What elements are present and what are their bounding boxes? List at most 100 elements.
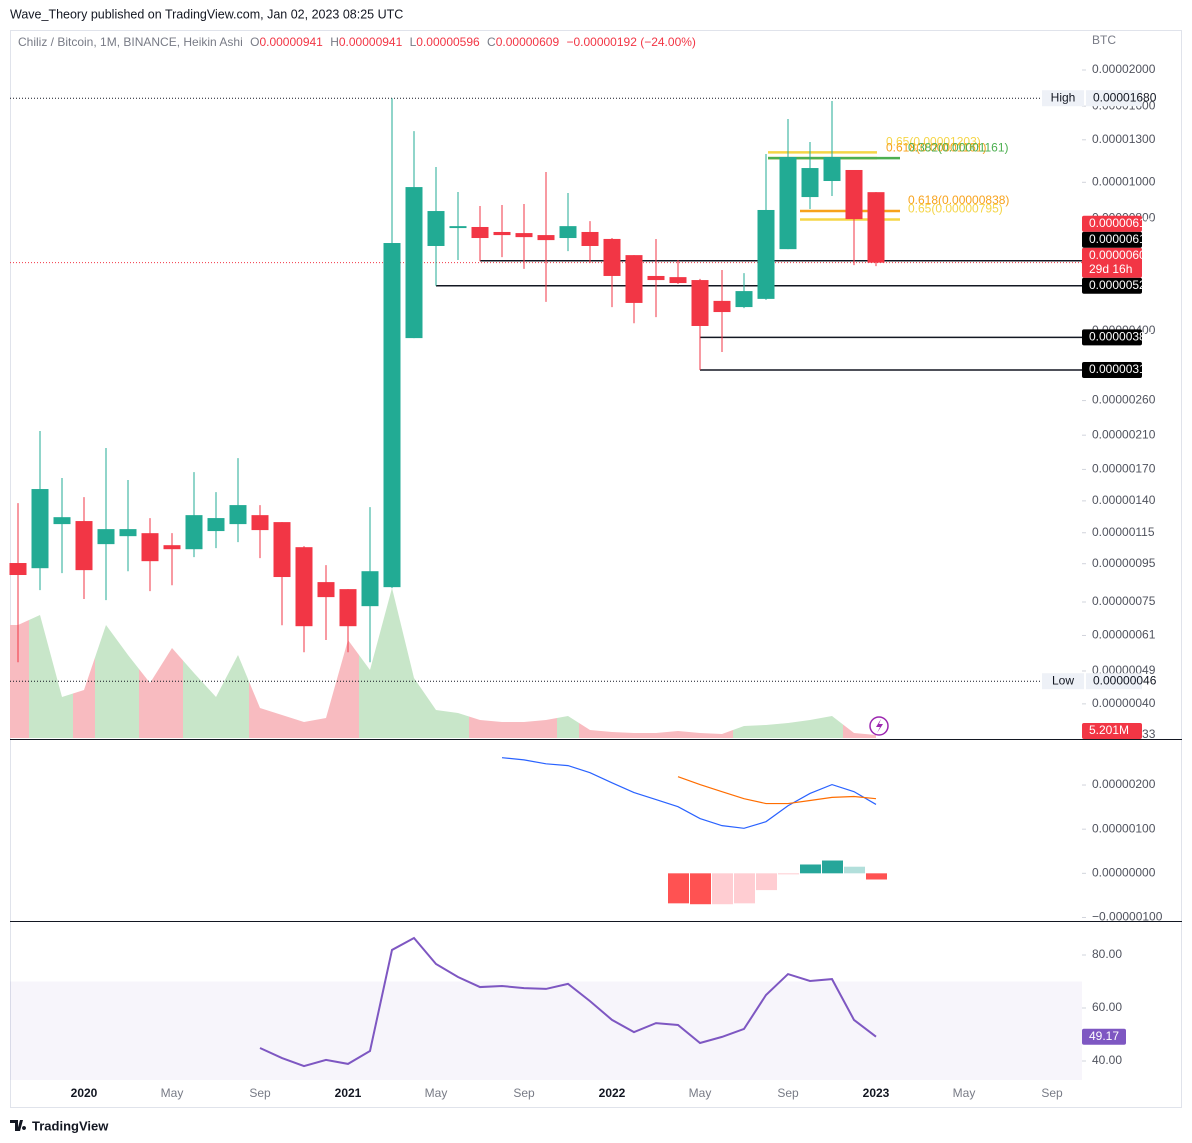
y-tick-label: 0.00000040: [1092, 696, 1156, 710]
candle-body: [757, 209, 775, 299]
volume-area: [799, 718, 821, 738]
extreme-value: 0.00001680: [1093, 90, 1157, 104]
macd-histogram-bar: [712, 873, 733, 905]
level-label-box: [1082, 277, 1142, 294]
candle-body: [823, 157, 841, 182]
level-label: 0.00000384: [1089, 330, 1153, 344]
y-tick-label: 0.00000210: [1092, 427, 1156, 441]
volume-area: [645, 731, 667, 738]
volume-label-box: [1082, 722, 1142, 739]
fib-label: 0.65(0.00000795): [908, 202, 1003, 216]
candle-body: [97, 529, 115, 545]
x-tick-label: Sep: [249, 1086, 271, 1100]
y-tick-label: 0.00000075: [1092, 594, 1156, 608]
volume-area: [227, 654, 249, 738]
legend: Chiliz / Bitcoin, 1M, BINANCE, Heikin As…: [18, 35, 696, 49]
extreme-name-box: [1042, 673, 1084, 690]
volume-area: [161, 648, 183, 738]
last-price-label-box: [1082, 247, 1142, 278]
currency-label: BTC: [1092, 33, 1116, 47]
legend-key: H: [330, 35, 339, 49]
volume-area: [557, 715, 579, 738]
volume-area: [117, 639, 139, 738]
fib-label: 0.618(0.00000838): [908, 193, 1009, 207]
extreme-name-box: [1042, 90, 1084, 107]
level-label-box: [1082, 231, 1142, 248]
candle-body: [713, 300, 731, 313]
x-tick-label: May: [161, 1086, 184, 1100]
candle-body: [317, 582, 335, 598]
volume-area: [491, 721, 513, 738]
y-tick-label: 0.00000100: [1092, 821, 1156, 835]
volume-area: [271, 711, 293, 738]
volume-area: [601, 731, 623, 738]
legend-symbol: Chiliz / Bitcoin, 1M, BINANCE, Heikin As…: [18, 35, 243, 49]
background-layer: 0.000020000.000016000.000013000.00001000…: [10, 62, 1163, 1100]
volume-area: [821, 715, 843, 738]
candle-body: [273, 522, 291, 578]
volume-area: [667, 731, 689, 738]
legend-value: 0.00000609: [496, 35, 560, 49]
extreme-value: 0.00000046: [1093, 673, 1157, 687]
macd-histogram-bar: [800, 864, 821, 874]
brand-name: TradingView: [32, 1118, 109, 1133]
volume-area: [337, 640, 359, 738]
rsi-band: [10, 981, 1082, 1080]
x-tick-label: Sep: [777, 1086, 799, 1100]
volume-area: [139, 665, 161, 738]
volume-area: [51, 656, 73, 738]
level-label-box: [1082, 329, 1142, 346]
volume-area: [29, 614, 51, 738]
candle-body: [53, 517, 71, 525]
candle-body: [119, 529, 137, 537]
last-price-label: 0.00000609: [1089, 248, 1153, 262]
macd-histogram-bar: [844, 866, 865, 874]
last-price-label: 29d 16h: [1089, 262, 1132, 276]
volume-area: [447, 711, 469, 738]
candle-body: [581, 231, 599, 246]
y-tick-label: 0.00001000: [1092, 174, 1156, 188]
alert-bolt[interactable]: [876, 719, 883, 733]
candle-body: [141, 533, 159, 562]
volume-area: [755, 723, 777, 738]
volume-area: [623, 732, 645, 738]
y-tick-label: 0.00000000: [1092, 865, 1156, 879]
volume-area: [359, 629, 381, 738]
x-tick-label: 2022: [599, 1086, 626, 1100]
macd-line: [677, 776, 877, 805]
y-tick-label: 0.00000170: [1092, 462, 1156, 476]
macd-histogram-bar: [756, 873, 777, 891]
fib-label: 0.65(0.00001203): [886, 135, 981, 149]
volume-area: [249, 681, 271, 738]
macd-histogram-bar: [778, 873, 799, 875]
volume-area: [381, 588, 403, 738]
alert-icon[interactable]: [869, 716, 889, 736]
extreme-value-box: [1086, 90, 1142, 107]
volume-area: [469, 716, 491, 738]
x-tick-label: May: [689, 1086, 712, 1100]
volume-area: [711, 729, 733, 738]
macd-line: [501, 757, 877, 829]
candle-body: [779, 157, 797, 250]
y-tick-label: 80.00: [1092, 947, 1122, 961]
legend-key: L: [410, 35, 417, 49]
legend-key: O: [250, 35, 259, 49]
volume-area: [843, 724, 865, 738]
x-tick-label: Sep: [1041, 1086, 1063, 1100]
candle-body: [295, 547, 313, 627]
main-layer: [9, 97, 1082, 1068]
candle-body: [625, 255, 643, 303]
y-tick-label: 0.00000115: [1092, 525, 1155, 539]
rsi-value-label: 49.17: [1089, 1029, 1119, 1043]
candle-body: [31, 489, 49, 569]
overlay-layer: 0.65(0.00001203)0.618(0.00001161)0.382(0…: [886, 90, 1157, 1045]
publisher: Wave_Theory published on TradingView.com…: [10, 7, 403, 21]
volume-area: [73, 657, 95, 738]
extra-price-label-box: [1082, 215, 1142, 232]
level-label: 0.00000616: [1089, 232, 1153, 246]
candle-body: [185, 515, 203, 550]
x-tick-label: Sep: [513, 1086, 535, 1100]
x-tick-label: May: [425, 1086, 448, 1100]
macd-histogram-bar: [668, 873, 689, 904]
volume-area: [315, 679, 337, 738]
